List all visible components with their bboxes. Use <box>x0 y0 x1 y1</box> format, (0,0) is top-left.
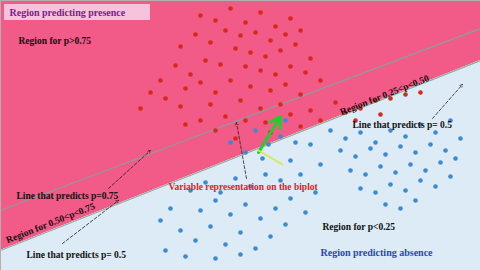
svg-text:Variable representation on the: Variable representation on the biplot <box>169 182 319 192</box>
svg-text:Line that predicts p=0.75: Line that predicts p=0.75 <box>17 191 119 201</box>
svg-text:Region predicting absence: Region predicting absence <box>321 247 434 258</box>
svg-text:Region predicting presence: Region predicting presence <box>10 7 126 18</box>
svg-text:Line that predicts p= 0.5: Line that predicts p= 0.5 <box>353 120 453 130</box>
svg-text:Region for 0.25<p<0.50: Region for 0.25<p<0.50 <box>339 73 431 117</box>
svg-text:Region for p<0.25: Region for p<0.25 <box>323 222 396 232</box>
svg-text:Region for 0.50<p<0.75: Region for 0.50<p<0.75 <box>5 201 97 245</box>
svg-text:Region for p>0.75: Region for p>0.75 <box>19 36 92 46</box>
svg-text:Line that predicts p= 0.5: Line that predicts p= 0.5 <box>27 250 127 260</box>
